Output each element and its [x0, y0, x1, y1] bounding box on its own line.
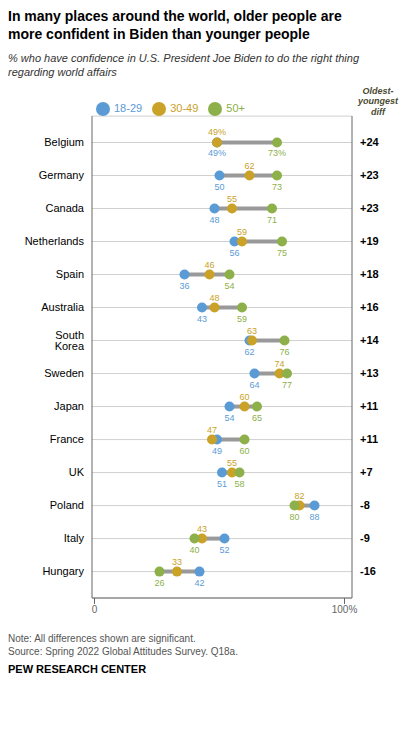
svg-text:77: 77 — [282, 379, 292, 389]
svg-text:51: 51 — [217, 478, 227, 488]
svg-text:+7: +7 — [360, 466, 373, 478]
svg-text:62: 62 — [244, 160, 254, 170]
svg-text:-9: -9 — [360, 532, 370, 544]
svg-text:59: 59 — [237, 313, 247, 323]
svg-text:Poland: Poland — [50, 499, 84, 511]
svg-text:42: 42 — [194, 577, 204, 587]
svg-text:+23: +23 — [360, 202, 379, 214]
svg-text:59: 59 — [237, 226, 247, 236]
html-text:PEW RESEARCH CENTER: PEW RESEARCH CENTER — [8, 662, 147, 675]
svg-text:75: 75 — [277, 247, 287, 257]
html-text:In many places around the worl: In many places around the world, older p… — [8, 8, 342, 42]
svg-text:SouthKorea: SouthKorea — [55, 329, 85, 352]
svg-text:+16: +16 — [360, 301, 379, 313]
svg-text:49%: 49% — [208, 148, 226, 158]
svg-text:Spain: Spain — [56, 268, 84, 280]
svg-text:+13: +13 — [360, 367, 379, 379]
html-text:Note: All differences shown ar: Note: All differences shown are signific… — [8, 632, 238, 658]
svg-text:60: 60 — [239, 445, 249, 455]
svg-text:88: 88 — [309, 511, 319, 521]
svg-text:54: 54 — [224, 280, 234, 290]
svg-text:Australia: Australia — [41, 301, 85, 313]
svg-text:47: 47 — [207, 424, 217, 434]
svg-text:100%: 100% — [332, 604, 358, 615]
svg-text:48: 48 — [209, 214, 219, 224]
svg-text:73%: 73% — [268, 148, 286, 158]
html-text:30-49: 30-49 — [170, 101, 199, 114]
html-text:% who have confidence in U.S.: % who have confidence in U.S. President … — [8, 52, 359, 79]
svg-text:56: 56 — [229, 247, 239, 257]
svg-text:Sweden: Sweden — [44, 367, 84, 379]
svg-text:+23: +23 — [360, 169, 379, 181]
html-text:18-29: 18-29 — [114, 101, 143, 114]
html-text:Oldest- youngest diff: Oldest- youngest diff — [358, 85, 398, 118]
svg-text:64: 64 — [249, 379, 259, 389]
svg-text:+14: +14 — [360, 334, 380, 346]
svg-text:UK: UK — [69, 466, 85, 478]
svg-text:-16: -16 — [360, 565, 376, 577]
svg-text:65: 65 — [252, 412, 262, 422]
svg-text:+11: +11 — [360, 400, 378, 412]
svg-text:Netherlands: Netherlands — [25, 235, 85, 247]
svg-text:73: 73 — [272, 181, 282, 191]
svg-text:63: 63 — [247, 325, 257, 335]
svg-text:60: 60 — [239, 391, 249, 401]
svg-text:36: 36 — [179, 280, 189, 290]
svg-text:+11: +11 — [360, 433, 378, 445]
svg-text:26: 26 — [154, 577, 164, 587]
svg-text:Belgium: Belgium — [44, 136, 84, 148]
svg-text:74: 74 — [274, 358, 284, 368]
svg-text:52: 52 — [219, 544, 229, 554]
html-text:50+: 50+ — [226, 101, 245, 114]
svg-text:50: 50 — [214, 181, 224, 191]
svg-text:0: 0 — [92, 604, 98, 615]
svg-text:55: 55 — [227, 193, 237, 203]
svg-text:+24: +24 — [360, 136, 380, 148]
svg-text:Germany: Germany — [39, 169, 85, 181]
svg-text:82: 82 — [294, 490, 304, 500]
svg-text:62: 62 — [244, 346, 254, 356]
svg-text:+19: +19 — [360, 235, 379, 247]
svg-text:49%: 49% — [208, 127, 226, 137]
svg-text:+18: +18 — [360, 268, 379, 280]
svg-text:71: 71 — [267, 214, 277, 224]
svg-text:Hungary: Hungary — [42, 565, 84, 577]
svg-text:80: 80 — [289, 511, 299, 521]
svg-text:33: 33 — [172, 556, 182, 566]
svg-text:43: 43 — [197, 523, 207, 533]
svg-text:54: 54 — [224, 412, 234, 422]
svg-text:France: France — [50, 433, 84, 445]
svg-text:49: 49 — [212, 445, 222, 455]
svg-text:-8: -8 — [360, 499, 370, 511]
svg-text:Canada: Canada — [45, 202, 84, 214]
svg-text:55: 55 — [227, 457, 237, 467]
svg-text:40: 40 — [189, 544, 199, 554]
svg-text:43: 43 — [197, 313, 207, 323]
svg-text:48: 48 — [209, 292, 219, 302]
svg-text:76: 76 — [279, 346, 289, 356]
svg-text:46: 46 — [204, 259, 214, 269]
svg-text:Japan: Japan — [54, 400, 84, 412]
svg-text:Italy: Italy — [64, 532, 85, 544]
svg-text:58: 58 — [234, 478, 244, 488]
